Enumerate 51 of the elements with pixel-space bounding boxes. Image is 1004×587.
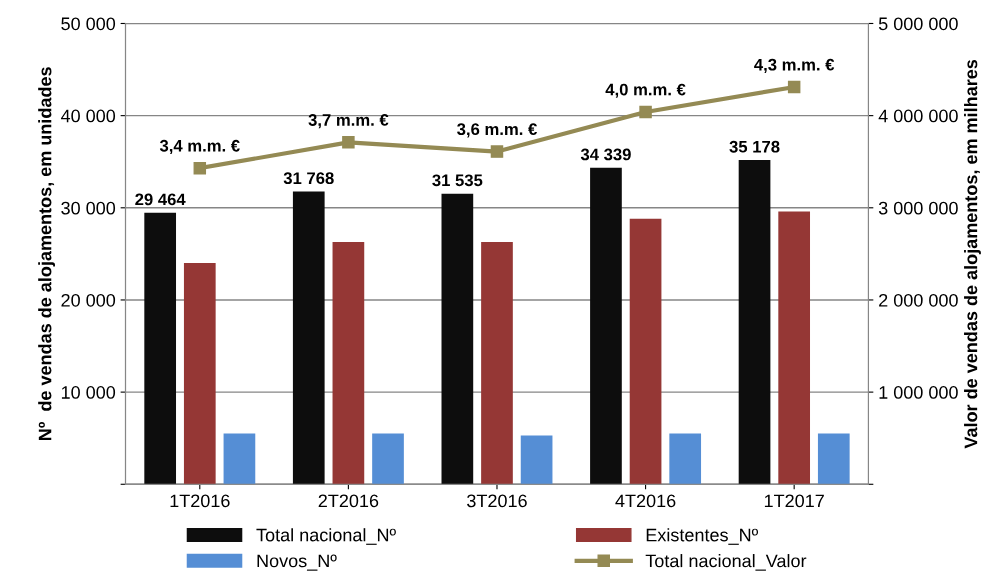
y2-tick-label: 3 000 000 [878, 201, 958, 215]
y-tick-label: 10 000 [61, 386, 116, 399]
bar [144, 212, 177, 485]
y-tick-label: 20 000 [61, 293, 116, 307]
bar [629, 218, 662, 485]
data-label: 35 178 [729, 140, 780, 153]
data-label: 3,7 m.m. € [308, 114, 389, 129]
data-label: 4,0 m.m. € [605, 83, 686, 98]
bar [372, 433, 404, 485]
bar [441, 193, 474, 485]
y-tick-label: 50 000 [61, 17, 116, 31]
y-axis-title: Nº de vendas de alojamentos, em unidades [38, 67, 55, 441]
bar [292, 191, 325, 485]
point [342, 136, 355, 149]
y-tick-label: 40 000 [60, 109, 116, 123]
point [193, 161, 207, 175]
data-label: 29 464 [135, 193, 186, 206]
y2-axis-title: Valor de vendas de alojamentos, em milhares [964, 59, 981, 449]
point [787, 80, 801, 94]
y2-tick-label: 5 000 000 [878, 17, 958, 31]
y2-tick-label: 4 000 000 [878, 109, 958, 123]
bar [738, 160, 771, 485]
legend-label: Novos_Nº [257, 554, 337, 571]
bar [669, 433, 702, 485]
x-tick-label: 1T2017 [764, 494, 824, 508]
x-tick-label: 3T2016 [467, 494, 527, 508]
x-tick-label: 2T2016 [318, 494, 379, 508]
y2-tick-label: 2 000 000 [879, 293, 958, 307]
data-label: 31 535 [432, 174, 483, 187]
bar [332, 241, 365, 485]
y-tick-label: 30 000 [61, 201, 116, 215]
bar [817, 433, 850, 485]
point [490, 145, 504, 158]
bar [481, 241, 513, 485]
bar [183, 263, 216, 485]
bar [590, 167, 622, 485]
x-tick-label: 4T2016 [615, 494, 676, 508]
bar [778, 211, 811, 485]
legend-label: Existentes_Nº [646, 528, 759, 545]
data-label: 3,6 m.m. € [457, 123, 537, 138]
data-label: 31 768 [283, 172, 334, 185]
y2-tick-label: 1 000 000 [879, 386, 958, 399]
bar [520, 435, 553, 485]
data-label: 34 339 [580, 148, 631, 161]
point [639, 105, 652, 119]
bar [223, 433, 256, 485]
legend-label: Total nacional_Valor [645, 554, 807, 571]
data-label: 4,3 m.m. € [754, 58, 835, 73]
x-tick-label: 1T2016 [170, 494, 230, 508]
legend-label: Total nacional_Nº [256, 528, 396, 545]
data-label: 3,4 m.m. € [159, 139, 240, 155]
